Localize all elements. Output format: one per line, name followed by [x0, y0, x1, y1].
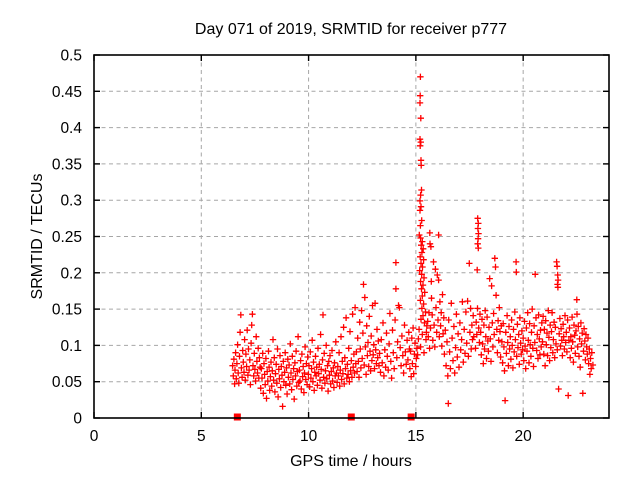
y-axis-label: SRMTID / TECUs	[29, 174, 46, 300]
zero-marker	[407, 413, 415, 421]
y-tick-label: 0.2	[60, 265, 82, 282]
y-tick-label: 0.45	[52, 84, 82, 101]
x-axis-label: GPS time / hours	[290, 453, 412, 470]
y-tick-labels: 0 0.05 0.1 0.15 0.2 0.25 0.3 0.35 0.4 0.45 0.5	[52, 48, 83, 428]
y-tick-label: 0.1	[60, 338, 82, 355]
chart-title: Day 071 of 2019, SRMTID for receiver p77…	[195, 21, 507, 38]
zero-marker	[347, 413, 355, 421]
x-tick-labels: 0 5 10 15 20	[90, 428, 532, 445]
x-tick-label: 20	[515, 428, 533, 445]
y-tick-label: 0.05	[52, 374, 82, 391]
x-tick-label: 10	[300, 428, 318, 445]
y-tick-label: 0.3	[60, 193, 82, 210]
y-tick-label: 0	[73, 411, 82, 428]
x-tick-label: 5	[197, 428, 206, 445]
zero-marker	[233, 413, 241, 421]
x-tick-label: 15	[407, 428, 424, 445]
y-tick-label: 0.35	[52, 156, 82, 173]
axis-ticks	[93, 54, 609, 419]
x-tick-label: 0	[90, 428, 99, 445]
y-tick-label: 0.15	[52, 302, 82, 319]
y-tick-label: 0.4	[60, 120, 82, 137]
y-tick-label: 0.5	[60, 48, 82, 65]
data-points	[229, 73, 597, 410]
y-tick-label: 0.25	[52, 229, 82, 246]
zero-value-markers	[233, 413, 415, 421]
